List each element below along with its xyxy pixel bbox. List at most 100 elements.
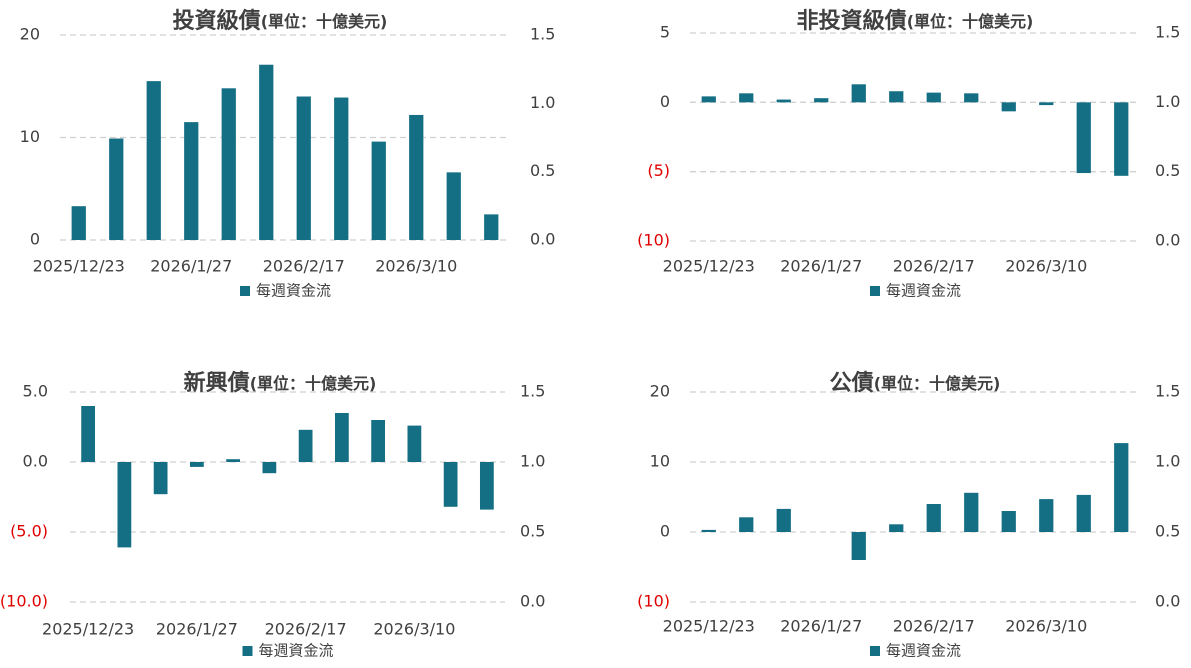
- legend-label: 每週資金流: [259, 642, 334, 660]
- legend-label: 每週資金流: [886, 282, 961, 300]
- bar: [221, 88, 236, 240]
- x-tick-label: 2026/3/10: [373, 620, 455, 639]
- y2-tick-label: 0.0: [530, 230, 555, 249]
- bar: [117, 462, 132, 548]
- bar: [259, 64, 274, 240]
- bar: [889, 524, 904, 532]
- y-tick-label: (5.0): [10, 522, 48, 541]
- legend-swatch: [242, 646, 253, 656]
- chart: (10) 0 10 20 0.0 0.5 1.0 1.5 2025/12/23 2026/1/27…: [637, 371, 1180, 660]
- bar: [1039, 102, 1054, 106]
- y-tick-label: (5): [647, 161, 670, 180]
- legend-swatch: [870, 646, 880, 656]
- y-tick-label: 10: [650, 452, 670, 471]
- bar: [776, 99, 791, 103]
- bar: [146, 81, 161, 240]
- bar: [296, 96, 311, 240]
- x-tick-label: 2026/3/10: [1005, 617, 1087, 636]
- y2-tick-label: 1.0: [530, 93, 555, 112]
- bar: [964, 492, 979, 532]
- bar: [371, 141, 386, 240]
- x-tick-label: 2026/1/27: [150, 257, 232, 276]
- bar: [814, 98, 829, 103]
- bar: [851, 84, 866, 103]
- bar: [776, 508, 791, 532]
- legend-label: 每週資金流: [886, 642, 961, 660]
- y-tick-label: 0: [660, 92, 670, 111]
- bar: [926, 504, 941, 532]
- chart-title: 公債: [830, 371, 874, 396]
- x-tick-label: 2025/12/23: [33, 257, 125, 276]
- bar: [1114, 443, 1129, 532]
- bar: [262, 462, 277, 474]
- bar: [739, 93, 754, 103]
- x-tick-label: 2026/2/17: [893, 257, 975, 276]
- y2-tick-label: 0.0: [520, 592, 545, 611]
- bar: [334, 413, 349, 462]
- chart-title: 新興債: [184, 370, 250, 396]
- bar: [701, 96, 716, 103]
- bar: [926, 92, 941, 103]
- chart-title: 投資級債(單位：十億美元): [173, 8, 388, 34]
- bar: [226, 459, 241, 462]
- chart-unit: (單位：十億美元): [907, 12, 1034, 31]
- bar: [407, 425, 422, 462]
- x-tick-label: 2026/1/27: [780, 617, 862, 636]
- x-tick-label: 2026/1/27: [156, 620, 238, 639]
- chart-unit: (單位：十億美元): [250, 374, 377, 393]
- chart-title: 公債(單位：十億美元): [830, 371, 1001, 396]
- bar: [1001, 511, 1016, 532]
- bar: [184, 122, 199, 240]
- bar: [371, 420, 386, 462]
- y2-tick-label: 1.0: [520, 452, 545, 471]
- y-tick-label: 0: [30, 230, 40, 249]
- chart: (10.0) (5.0) 0.0 5.0 0.0 0.5 1.0 1.5 2025/12/23 2…: [0, 370, 545, 660]
- x-tick-label: 2026/1/27: [780, 257, 862, 276]
- legend-swatch: [870, 286, 880, 296]
- x-tick-label: 2026/2/17: [265, 620, 347, 639]
- bar: [1001, 102, 1016, 112]
- x-tick-label: 2026/3/10: [1005, 257, 1087, 276]
- bar: [889, 91, 904, 103]
- y2-tick-label: 1.5: [1155, 23, 1180, 42]
- chart: 0 10 20 0.0 0.5 1.0 1.5 2025/12/23 2026/1/27 2026…: [20, 8, 556, 300]
- y2-tick-label: 1.5: [520, 382, 545, 401]
- legend-label: 每週資金流: [256, 282, 331, 300]
- bar: [479, 462, 494, 510]
- y-tick-label: (10): [637, 592, 670, 611]
- y2-tick-label: 1.0: [1155, 92, 1180, 111]
- x-tick-label: 2026/2/17: [263, 257, 345, 276]
- y-tick-label: 5: [660, 23, 670, 42]
- chart-title: 非投資級債(單位：十億美元): [797, 8, 1034, 34]
- chart-title: 投資級債: [173, 8, 261, 34]
- bar: [446, 172, 461, 240]
- bar: [739, 517, 754, 532]
- bar: [189, 462, 204, 467]
- y-tick-label: (10.0): [0, 592, 48, 611]
- y2-tick-label: 0.5: [1155, 161, 1180, 180]
- bar: [109, 138, 124, 240]
- y2-tick-label: 1.5: [1155, 382, 1180, 401]
- chart-title: 非投資級債: [797, 8, 907, 34]
- y2-tick-label: 0.5: [1155, 522, 1180, 541]
- x-tick-label: 2026/2/17: [893, 617, 975, 636]
- y-tick-label: 0.0: [23, 452, 48, 471]
- y-tick-label: 20: [650, 382, 670, 401]
- x-tick-label: 2025/12/23: [663, 617, 755, 636]
- bar: [851, 532, 866, 560]
- x-tick-label: 2026/3/10: [375, 257, 457, 276]
- chart: (10) (5) 0 5 0.0 0.5 1.0 1.5 2025/12/23 2026/1/27…: [637, 8, 1180, 300]
- bar: [298, 429, 313, 462]
- chart-unit: (單位：十億美元): [261, 12, 388, 31]
- bar: [1114, 102, 1129, 176]
- bar: [964, 93, 979, 103]
- y2-tick-label: 1.0: [1155, 452, 1180, 471]
- bar: [443, 462, 458, 507]
- bar: [701, 529, 716, 532]
- y-tick-label: 20: [20, 25, 40, 44]
- x-tick-label: 2025/12/23: [663, 257, 755, 276]
- y-tick-label: 10: [20, 127, 40, 146]
- y2-tick-label: 0.5: [520, 522, 545, 541]
- chart-title: 新興債(單位：十億美元): [184, 370, 377, 396]
- y2-tick-label: 0.0: [1155, 592, 1180, 611]
